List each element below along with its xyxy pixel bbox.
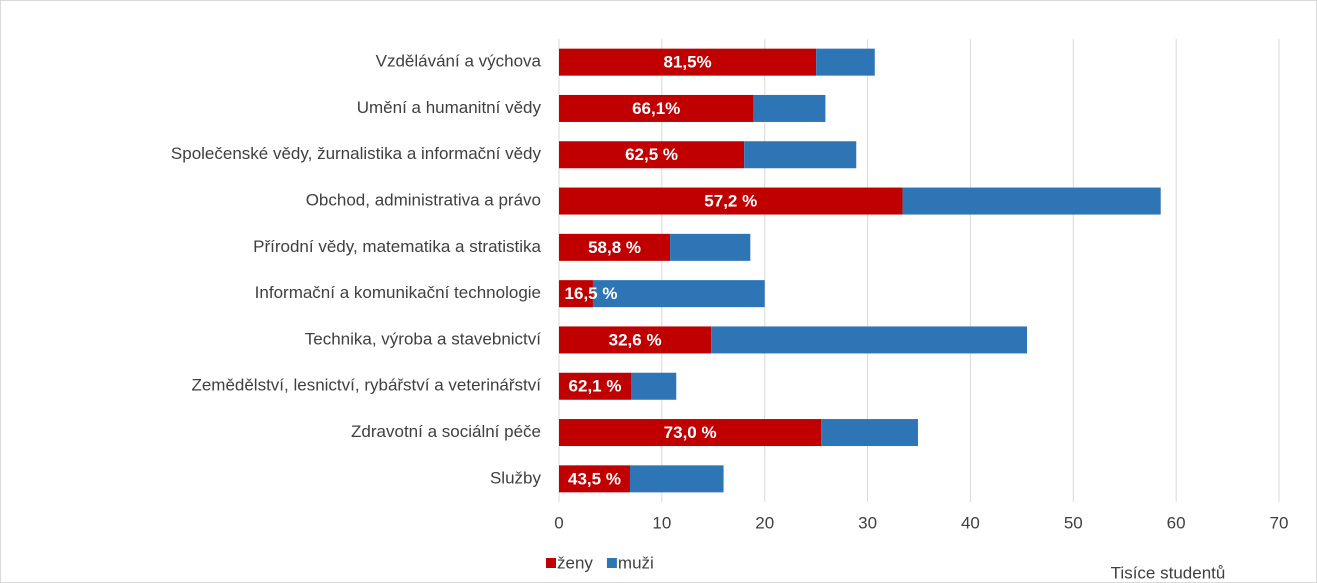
bar-segment [559, 465, 630, 493]
bar-label: 62,1 % [569, 377, 622, 396]
bar-segment [559, 372, 631, 400]
bar-segment [670, 233, 751, 261]
bar-segment [821, 419, 918, 447]
bar-segment [744, 141, 857, 169]
legend-swatch [606, 558, 617, 568]
bar-segment [629, 465, 724, 493]
y-tick-label: Technika, výroba a stavebnictví [305, 329, 542, 348]
bar-segment [902, 187, 1161, 215]
legend-swatch [546, 558, 556, 568]
y-tick-label: Vzdělávání a výchova [376, 52, 542, 71]
bar-label: 32,6 % [609, 330, 662, 349]
x-tick-label: 70 [1270, 513, 1289, 532]
bar-segment [559, 141, 745, 169]
bar-label: 66,1% [632, 99, 680, 118]
bar-segment [711, 326, 1027, 354]
bar-segment [592, 280, 765, 308]
x-tick-label: 60 [1167, 513, 1186, 532]
bar-label: 57,2 % [704, 192, 757, 211]
y-tick-label: Zdravotní a sociální péče [351, 422, 541, 441]
bar-segment [559, 233, 671, 261]
x-tick-label: 10 [652, 513, 671, 532]
x-tick-label: 0 [554, 513, 563, 532]
y-tick-label: Informační a komunikační technologie [255, 283, 541, 302]
bar-segment [559, 326, 712, 354]
bar-segment [816, 48, 875, 76]
bar-segment [559, 419, 822, 447]
bar-segment [559, 187, 903, 215]
bar-segment [753, 94, 826, 122]
y-tick-label: Umění a humanitní vědy [357, 98, 542, 117]
y-tick-label: Zemědělství, lesnictví, rybářství a vete… [191, 376, 541, 395]
legend-label: muži [618, 553, 654, 572]
bar-segment [559, 48, 817, 76]
bar-label: 43,5 % [568, 469, 621, 488]
y-tick-label: Služby [490, 468, 542, 487]
x-tick-label: 50 [1064, 513, 1083, 532]
y-tick-label: Obchod, administrativa a právo [306, 191, 541, 210]
x-axis-title: Tisíce studentů [1111, 563, 1226, 582]
x-tick-label: 30 [858, 513, 877, 532]
bar-label: 16,5 % [565, 284, 618, 303]
bar-segment [559, 94, 754, 122]
bar-label: 62,5 % [625, 145, 678, 164]
x-tick-label: 20 [755, 513, 774, 532]
bar-segment [559, 280, 593, 308]
bar-label: 73,0 % [664, 423, 717, 442]
y-tick-label: Společenské vědy, žurnalistika a informa… [171, 144, 542, 163]
legend-label: ženy [557, 553, 593, 572]
y-tick-label: Přírodní vědy, matematika a stratistika [253, 237, 541, 256]
x-tick-label: 40 [961, 513, 980, 532]
bar-segment [631, 372, 677, 400]
bar-label: 58,8 % [588, 238, 641, 257]
bar-label: 81,5% [663, 53, 711, 72]
